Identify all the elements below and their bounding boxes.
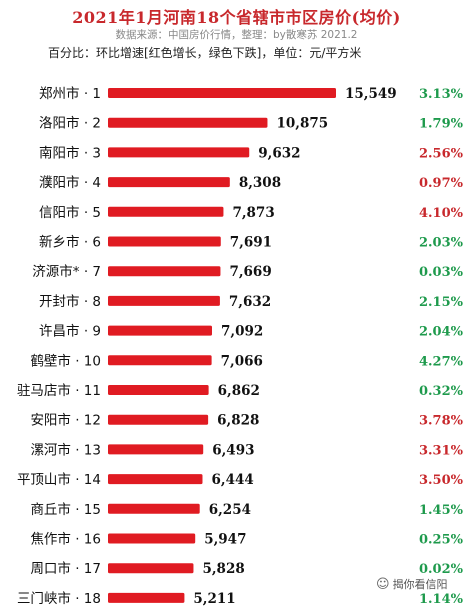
value-label: 7,066 bbox=[221, 353, 263, 369]
category-label: 安阳市 · 12 bbox=[30, 412, 101, 429]
bar bbox=[108, 117, 268, 128]
change-label: 1.45% bbox=[419, 503, 464, 518]
bar bbox=[108, 563, 194, 574]
category-label: 许昌市 · 9 bbox=[39, 323, 101, 340]
value-label: 5,211 bbox=[193, 591, 235, 607]
bar bbox=[108, 88, 336, 98]
change-label: 2.04% bbox=[419, 325, 464, 340]
category-label: 焦作市 · 16 bbox=[30, 531, 101, 548]
value-label: 6,828 bbox=[217, 413, 259, 429]
category-label: 漯河市 · 13 bbox=[30, 441, 101, 458]
value-label: 15,549 bbox=[345, 86, 397, 102]
category-label: 开封市 · 8 bbox=[39, 293, 101, 310]
bar bbox=[108, 325, 212, 336]
bar bbox=[108, 385, 209, 395]
chart-title: 2021年1月河南18个省辖市市区房价(均价) bbox=[72, 8, 401, 27]
value-label: 7,691 bbox=[230, 235, 272, 251]
watermark: ☺ 揭你看信阳 bbox=[376, 576, 448, 592]
category-label: 三门峡市 · 18 bbox=[17, 590, 101, 607]
value-label: 8,308 bbox=[239, 175, 281, 191]
change-label: 1.14% bbox=[419, 592, 464, 607]
bar bbox=[108, 206, 224, 217]
bar bbox=[108, 444, 204, 455]
bar bbox=[108, 355, 212, 366]
data-source-text: 数据来源：中国房价行情，整理：by散寒苏 2021.2 bbox=[115, 29, 358, 41]
change-label: 3.50% bbox=[419, 473, 464, 488]
bar bbox=[108, 147, 250, 158]
change-label: 0.25% bbox=[419, 533, 464, 548]
change-label: 3.13% bbox=[419, 87, 464, 102]
bar bbox=[108, 474, 203, 485]
bar bbox=[108, 503, 200, 514]
value-label: 7,669 bbox=[229, 264, 271, 280]
category-label: 驻马店市 · 11 bbox=[17, 382, 101, 399]
change-label: 3.31% bbox=[419, 443, 464, 458]
value-label: 7,632 bbox=[229, 294, 271, 310]
change-label: 0.97% bbox=[419, 176, 464, 191]
change-label: 2.03% bbox=[419, 236, 464, 251]
bar bbox=[108, 236, 221, 247]
category-label: 郑州市 · 1 bbox=[39, 85, 101, 102]
category-label: 濮阳市 · 4 bbox=[39, 174, 101, 191]
category-label: 洛阳市 · 2 bbox=[39, 115, 101, 132]
unit-note: 百分比：环比增速[红色增长，绿色下跌]，单位：元/平方米 bbox=[48, 46, 362, 60]
value-label: 6,493 bbox=[212, 442, 254, 458]
value-label: 6,862 bbox=[218, 383, 260, 399]
bar bbox=[108, 592, 185, 603]
value-label: 7,873 bbox=[232, 205, 274, 221]
category-label: 信阳市 · 5 bbox=[39, 204, 101, 221]
value-label: 5,947 bbox=[204, 532, 246, 548]
category-label: 新乡市 · 6 bbox=[39, 234, 101, 251]
watermark-text: 揭你看信阳 bbox=[392, 578, 448, 591]
value-label: 5,828 bbox=[202, 561, 244, 577]
value-label: 6,254 bbox=[209, 502, 251, 518]
change-label: 2.56% bbox=[419, 146, 464, 161]
change-label: 1.79% bbox=[419, 117, 464, 132]
category-label: 南阳市 · 3 bbox=[39, 144, 101, 161]
category-label: 周口市 · 17 bbox=[30, 560, 101, 577]
change-label: 0.32% bbox=[419, 384, 464, 399]
change-label: 4.27% bbox=[419, 354, 464, 369]
change-label: 0.02% bbox=[419, 562, 464, 577]
wechat-icon: ☺ bbox=[376, 576, 390, 592]
bar bbox=[108, 295, 220, 306]
category-label: 济源市* · 7 bbox=[32, 263, 101, 280]
bar bbox=[108, 414, 209, 425]
value-label: 7,092 bbox=[221, 324, 263, 340]
bar bbox=[108, 266, 221, 277]
category-label: 平顶山市 · 14 bbox=[17, 471, 101, 488]
bar bbox=[108, 177, 230, 188]
category-label: 鹤壁市 · 10 bbox=[30, 352, 101, 369]
value-label: 10,875 bbox=[276, 116, 328, 132]
change-label: 4.10% bbox=[419, 206, 464, 221]
category-label: 商丘市 · 15 bbox=[30, 501, 101, 518]
value-label: 6,444 bbox=[211, 472, 253, 488]
value-label: 9,632 bbox=[258, 145, 300, 161]
change-label: 0.03% bbox=[419, 265, 464, 280]
bar bbox=[108, 533, 196, 544]
change-label: 2.15% bbox=[419, 295, 464, 310]
change-label: 3.78% bbox=[419, 414, 464, 429]
